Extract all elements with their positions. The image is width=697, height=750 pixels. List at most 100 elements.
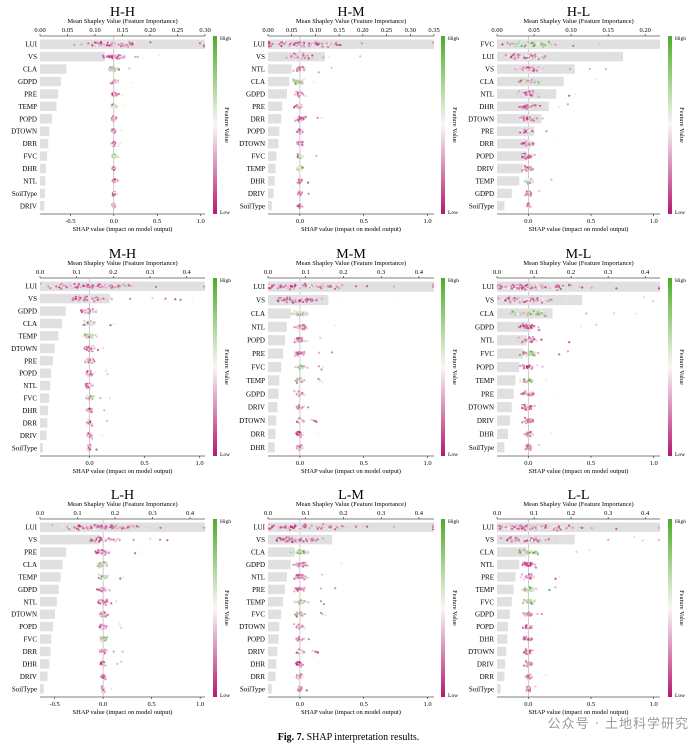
shap-dot	[300, 324, 303, 328]
shap-dot	[523, 312, 527, 315]
importance-bar-driv	[268, 188, 274, 199]
importance-bar-gdpd	[497, 188, 512, 199]
feature-label-vs: VS	[256, 536, 265, 544]
shap-dot	[302, 565, 305, 568]
shap-dot	[134, 526, 137, 529]
shap-dot	[322, 366, 325, 369]
top-tick-label: 0.3	[377, 269, 385, 276]
importance-bar-popd	[497, 361, 520, 373]
shap-dot	[102, 56, 105, 59]
shap-dot	[544, 314, 547, 318]
shap-dot	[91, 44, 94, 47]
shap-dot	[49, 284, 52, 288]
shap-dot	[109, 80, 112, 83]
shap-dot	[342, 536, 345, 540]
shap-dot	[540, 338, 543, 341]
feature-label-ntl: NTL	[251, 573, 265, 581]
shap-dot	[531, 168, 535, 171]
shap-dot	[525, 324, 528, 327]
importance-bar-temp	[40, 101, 57, 112]
feature-label-soiltype: SoilType	[12, 444, 37, 452]
shap-dot	[301, 93, 304, 97]
shap-dot	[296, 444, 299, 447]
shap-dot	[527, 81, 530, 84]
shap-dot	[531, 300, 534, 303]
shap-dot	[114, 154, 117, 157]
shap-dot	[321, 380, 324, 383]
shap-dot	[513, 53, 516, 56]
shap-dot	[527, 55, 530, 58]
shap-dot	[49, 287, 52, 290]
top-tick-label: 0.3	[604, 269, 612, 276]
shap-dot	[298, 40, 302, 44]
shap-dot	[111, 57, 114, 60]
shap-dot	[514, 297, 517, 300]
shap-dot	[296, 380, 299, 383]
shap-dot	[141, 43, 144, 46]
shap-dot	[89, 394, 92, 397]
shap-dot	[134, 55, 137, 58]
shap-dot	[299, 418, 302, 421]
shap-dot	[307, 57, 310, 60]
shap-dot	[119, 55, 122, 58]
shap-dot	[88, 344, 91, 347]
shap-dot	[86, 323, 89, 327]
shap-dot	[95, 284, 98, 287]
shap-dot	[89, 372, 92, 375]
shap-dot	[542, 312, 545, 315]
shap-dot	[548, 41, 551, 44]
shap-dot	[531, 418, 535, 421]
shap-dot	[366, 285, 369, 288]
shap-dot	[541, 310, 544, 313]
feature-label-drr: DRR	[480, 140, 495, 148]
shap-dot	[303, 285, 306, 288]
shap-dot	[99, 536, 102, 539]
shap-dot	[525, 392, 528, 396]
shap-dot	[107, 537, 110, 540]
shap-dot	[93, 43, 96, 46]
shap-dot	[293, 390, 296, 393]
shap-dot	[517, 90, 520, 93]
shap-dot	[509, 301, 512, 304]
shap-dot	[87, 42, 90, 45]
importance-bar-dtown	[268, 138, 279, 149]
shap-dot	[526, 404, 529, 407]
shap-dot	[550, 53, 553, 57]
feature-label-popd: POPD	[19, 370, 37, 378]
shap-dot	[304, 94, 307, 97]
shap-dot	[108, 550, 111, 553]
shap-dot	[108, 56, 111, 59]
shap-dot	[322, 56, 325, 59]
shap-dot	[612, 312, 616, 315]
shap-dot	[302, 589, 305, 592]
shap-dot	[109, 687, 113, 690]
shap-dot	[281, 42, 285, 45]
shap-dot	[531, 154, 534, 157]
shap-dot	[566, 103, 570, 106]
shap-dot	[327, 43, 330, 46]
shap-dot	[276, 287, 280, 290]
shap-dot	[300, 105, 303, 109]
shap-dot	[516, 285, 519, 288]
shap-dot	[296, 549, 299, 553]
shap-dot	[97, 612, 101, 615]
feature-label-pre: PRE	[24, 90, 37, 98]
shap-dot	[301, 365, 304, 368]
shap-dot	[105, 562, 108, 565]
feature-label-drr: DRR	[251, 430, 266, 438]
shap-dot	[112, 538, 115, 541]
shap-dot	[112, 201, 115, 205]
shap-dot	[295, 43, 298, 46]
shap-dot	[60, 526, 64, 529]
feature-label-driv: DRIV	[248, 190, 265, 198]
shap-dot	[301, 143, 304, 146]
shap-dot	[112, 168, 116, 171]
shap-tick-label: 0.0	[524, 218, 532, 225]
shap-dot	[68, 283, 71, 286]
shap-dot	[522, 351, 526, 354]
shap-dot	[86, 385, 89, 388]
shap-dot	[102, 299, 105, 302]
importance-bar-lui	[268, 39, 434, 49]
shap-dot	[271, 284, 274, 287]
